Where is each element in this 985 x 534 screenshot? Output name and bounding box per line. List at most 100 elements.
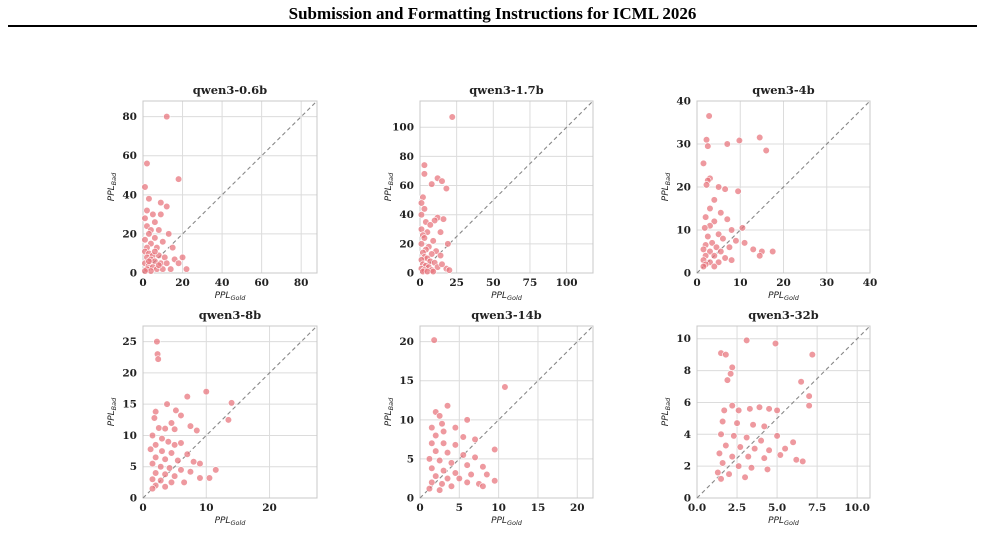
x-tick-label: 25	[449, 277, 464, 289]
scatter-point	[436, 412, 444, 420]
scatter-point	[171, 472, 179, 480]
scatter-point	[769, 247, 777, 256]
scatter-point	[699, 262, 708, 271]
scatter-point	[776, 451, 784, 459]
scatter-point	[161, 455, 169, 463]
scatter-point	[723, 376, 732, 384]
y-tick-label: 20	[676, 182, 691, 194]
y-axis-label: PPLBad	[384, 397, 395, 426]
scatter-point	[152, 469, 160, 477]
scatter-point	[710, 217, 718, 225]
scatter-point	[143, 206, 151, 215]
scatter-point	[717, 430, 725, 438]
scatter-point	[447, 459, 456, 467]
scatter-point	[710, 262, 718, 271]
scatter-point	[463, 461, 471, 469]
y-tick-label: 10	[676, 333, 691, 345]
scatter-point	[155, 424, 163, 432]
scatter-point	[719, 417, 727, 426]
scatter-point	[799, 457, 807, 465]
scatter-point	[721, 254, 729, 262]
scatter-point	[196, 474, 204, 482]
scatter-point	[432, 447, 440, 455]
scatter-point	[717, 247, 725, 256]
scatter-point	[715, 258, 723, 266]
scatter-point	[727, 226, 736, 234]
plot-frame	[696, 100, 871, 274]
scatter-point	[439, 467, 448, 475]
scatter-point	[428, 424, 436, 432]
scatter-point	[443, 474, 452, 483]
scatter-point	[751, 445, 759, 453]
scatter-point	[749, 421, 757, 429]
scatter-point	[152, 408, 160, 416]
x-tick-label: 40	[215, 277, 230, 289]
scatter-point	[151, 234, 159, 242]
scatter-point	[174, 259, 183, 267]
scatter-point	[733, 419, 741, 427]
scatter-point	[471, 453, 479, 461]
scatter-point	[805, 402, 813, 410]
scatter-point	[773, 432, 781, 440]
x-tick-label: 0	[139, 502, 146, 514]
scatter-point	[491, 445, 499, 454]
scatter-point	[722, 441, 730, 450]
scatter-point	[167, 478, 176, 486]
plot-title: qwen3-4b	[752, 83, 814, 97]
x-tick-label: 0	[139, 277, 146, 289]
scatter-point	[439, 439, 448, 447]
scatter-point	[174, 456, 182, 465]
y-tick-label: 8	[684, 365, 691, 377]
scatter-point	[148, 431, 157, 440]
y-tick-label: 20	[399, 336, 414, 348]
scatter-point	[180, 478, 188, 486]
scatter-point	[193, 426, 201, 435]
scatter-point	[157, 210, 165, 218]
scatter-point	[781, 445, 789, 453]
scatter-point	[148, 475, 157, 483]
scatter-point	[438, 177, 446, 185]
scatter-point	[152, 441, 160, 449]
scatter-point	[448, 113, 456, 121]
y-tick-label: 20	[122, 367, 137, 379]
scatter-point	[157, 476, 165, 485]
scatter-point	[177, 411, 185, 420]
scatter-point	[723, 215, 731, 223]
scatter-point	[455, 474, 463, 483]
y-tick-label: 6	[684, 397, 691, 409]
scatter-point	[756, 252, 764, 260]
scatter-point	[710, 196, 718, 204]
x-tick-label: 20	[175, 277, 190, 289]
x-tick-label: 10	[733, 277, 748, 289]
y-tick-label: 5	[407, 453, 414, 465]
scatter-point	[725, 470, 733, 478]
y-axis-label: PPLBad	[107, 397, 118, 426]
scatter-point	[153, 338, 161, 346]
scatter-point	[501, 383, 509, 391]
y-tick-label: 4	[684, 429, 691, 441]
x-tick-label: 100	[556, 277, 578, 289]
scatter-point	[451, 469, 459, 477]
scatter-point	[152, 453, 160, 461]
y-tick-label: 0	[407, 268, 414, 280]
y-tick-label: 0	[130, 268, 137, 280]
y-tick-label: 80	[122, 111, 137, 123]
scatter-point	[699, 159, 708, 167]
scatter-point	[420, 234, 428, 242]
plot-title: qwen3-32b	[748, 308, 818, 322]
scatter-point	[432, 431, 440, 440]
scatter-point	[736, 443, 744, 451]
scatter-point	[167, 419, 176, 427]
scatter-point	[727, 370, 735, 378]
scatter-point	[442, 184, 450, 193]
x-axis-label: PPLGold	[215, 291, 247, 302]
scatter-point	[459, 433, 467, 441]
scatter-point	[183, 450, 191, 458]
scatter-point	[443, 449, 452, 457]
y-tick-label: 30	[676, 139, 691, 151]
scatter-point	[417, 211, 426, 219]
y-tick-label: 60	[122, 150, 137, 162]
scatter-panel-qwen3-32b: 0.0 2.5 5.0 7.5 10.0 0 2 4 6 8 10 qwen3-32b PPLGold P…	[661, 308, 871, 527]
scatter-point	[167, 265, 175, 273]
scatter-point	[728, 452, 736, 461]
